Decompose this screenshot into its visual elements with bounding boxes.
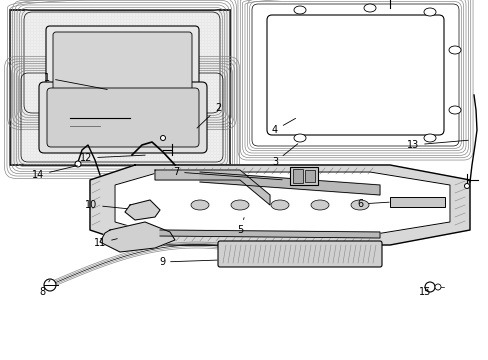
Ellipse shape [448, 46, 460, 54]
Ellipse shape [423, 8, 435, 16]
Polygon shape [100, 222, 175, 252]
Text: 6: 6 [356, 199, 388, 209]
Ellipse shape [448, 106, 460, 114]
Text: 3: 3 [271, 144, 297, 167]
Text: 8: 8 [39, 280, 50, 297]
Text: 7: 7 [173, 167, 282, 180]
Text: 4: 4 [271, 118, 295, 135]
Bar [389, 197, 444, 207]
FancyBboxPatch shape [47, 88, 199, 147]
Ellipse shape [293, 134, 305, 142]
Polygon shape [90, 165, 469, 245]
Circle shape [75, 161, 81, 167]
Text: 11: 11 [94, 238, 117, 248]
Text: 5: 5 [236, 218, 244, 235]
Ellipse shape [293, 6, 305, 14]
Polygon shape [125, 200, 160, 220]
Text: 15: 15 [418, 287, 430, 297]
Text: 13: 13 [406, 140, 468, 150]
Polygon shape [160, 230, 379, 238]
Circle shape [44, 279, 56, 291]
Text: 10: 10 [85, 200, 127, 210]
Text: 14: 14 [32, 166, 77, 180]
Ellipse shape [423, 134, 435, 142]
Text: 12: 12 [80, 153, 145, 163]
Bar [289, 167, 317, 185]
Text: 2: 2 [197, 103, 221, 128]
Ellipse shape [191, 200, 208, 210]
Polygon shape [115, 172, 449, 235]
FancyBboxPatch shape [53, 32, 192, 93]
Bar [305, 170, 314, 182]
FancyBboxPatch shape [39, 82, 206, 153]
Text: 9: 9 [159, 257, 217, 267]
FancyBboxPatch shape [218, 241, 381, 267]
Ellipse shape [230, 200, 248, 210]
Circle shape [424, 282, 434, 292]
Ellipse shape [350, 200, 368, 210]
Circle shape [464, 184, 468, 189]
Ellipse shape [270, 200, 288, 210]
Polygon shape [155, 170, 269, 205]
Text: 1: 1 [44, 73, 107, 90]
Bar [10, 10, 229, 165]
Ellipse shape [363, 4, 375, 12]
FancyBboxPatch shape [46, 26, 199, 99]
FancyBboxPatch shape [266, 15, 443, 135]
Polygon shape [200, 172, 379, 195]
Bar [292, 169, 303, 183]
Circle shape [160, 135, 165, 140]
Circle shape [434, 284, 440, 290]
Ellipse shape [310, 200, 328, 210]
